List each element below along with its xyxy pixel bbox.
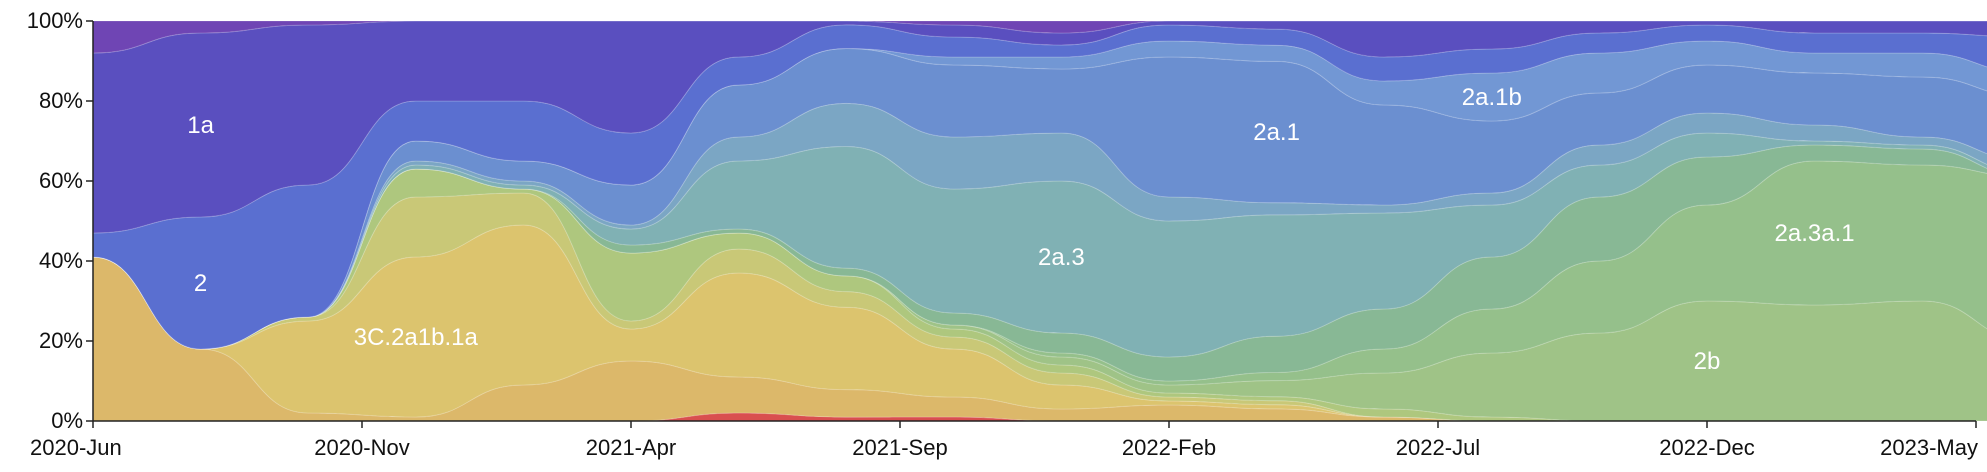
area-label: 2a.3 xyxy=(1038,244,1085,271)
area-label: 1a xyxy=(187,112,214,139)
area-label: 2a.1b xyxy=(1462,84,1522,111)
area-series-3c-2a1b-1a xyxy=(92,224,1987,422)
area-label: 2 xyxy=(194,270,207,297)
x-tick-label: 2021-Sep xyxy=(852,435,947,460)
area-series-unlabeled-7 xyxy=(92,144,1987,382)
area-series-2a-3a-1 xyxy=(92,160,1987,386)
area-series-2a-1 xyxy=(92,47,1987,350)
y-tick-label: 60% xyxy=(39,168,83,193)
area-label: 2a.1 xyxy=(1253,119,1300,146)
y-tick-label: 40% xyxy=(39,248,83,273)
x-tick-label: 2020-Jun xyxy=(30,435,122,460)
area-series-1a xyxy=(92,20,1987,234)
y-tick-label: 20% xyxy=(39,328,83,353)
y-tick-label: 80% xyxy=(39,88,83,113)
area-series-unlabeled-14 xyxy=(92,20,1987,54)
area-series-unlabeled-1 xyxy=(92,256,1987,422)
x-tick-label: 2022-Dec xyxy=(1659,435,1754,460)
area-labels: 3C.2a1b.1a 2b 2a.3a.1 2a.3 2a.1 2a.1b 2 1a xyxy=(187,84,1854,375)
axes: 0% 20% 40% 60% 80% 100% 2020-Jun 2020-Nov 2021-A… xyxy=(27,8,1978,460)
x-tick-label: 2020-Nov xyxy=(314,435,409,460)
x-tick-label: 2023-May xyxy=(1880,435,1978,460)
x-tick-label: 2021-Apr xyxy=(586,435,677,460)
area-label: 3C.2a1b.1a xyxy=(354,324,479,351)
area-label: 2a.3a.1 xyxy=(1775,220,1855,247)
area-series-2a-3 xyxy=(92,132,1987,358)
y-tick-label: 100% xyxy=(27,8,83,33)
y-tick-label: 0% xyxy=(51,408,83,433)
x-tick-label: 2022-Jul xyxy=(1396,435,1480,460)
area-label: 2b xyxy=(1694,348,1721,375)
area-series-2 xyxy=(92,24,1987,350)
x-tick-label: 2022-Feb xyxy=(1122,435,1216,460)
area-layers xyxy=(92,20,1987,422)
